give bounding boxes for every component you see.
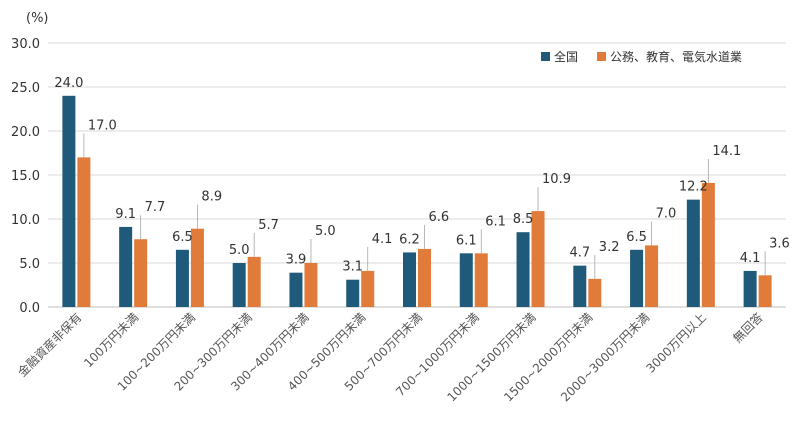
- y-tick-label: 20.0: [11, 125, 40, 140]
- x-category-label: 3000万円以上: [644, 310, 709, 375]
- y-tick-label: 30.0: [11, 37, 40, 52]
- bar-public-sector: [701, 182, 715, 307]
- data-label-national: 4.1: [740, 251, 761, 266]
- data-label-public-sector: 5.0: [315, 224, 336, 239]
- data-label-national: 3.9: [286, 253, 307, 268]
- data-label-public-sector: 3.2: [599, 240, 620, 255]
- y-tick-label: 25.0: [11, 81, 40, 96]
- data-label-national: 6.5: [172, 230, 193, 245]
- data-label-public-sector: 7.0: [656, 206, 677, 221]
- bar-public-sector: [304, 263, 318, 307]
- legend-label-public-sector: 公務、教育、電気水道業: [610, 49, 742, 64]
- legend: 全国 公務、教育、電気水道業: [541, 49, 742, 64]
- data-label-national: 6.2: [399, 232, 420, 247]
- data-label-national: 3.1: [342, 260, 363, 275]
- bar-national: [459, 253, 473, 307]
- data-label-national: 4.7: [569, 246, 590, 261]
- data-label-public-sector: 6.1: [485, 214, 506, 229]
- data-label-public-sector: 4.1: [372, 232, 393, 247]
- y-tick-label: 5.0: [19, 257, 40, 272]
- legend-label-national: 全国: [554, 49, 578, 64]
- bar-national: [403, 252, 416, 307]
- bar-national: [232, 263, 246, 307]
- bar-public-sector: [645, 245, 659, 307]
- x-category-label: 100万円未満: [81, 310, 141, 370]
- bar-national: [62, 95, 76, 307]
- data-label-national: 6.5: [626, 230, 647, 245]
- data-label-national: 6.1: [456, 233, 477, 248]
- data-labels: 24.0 17.0 9.1 7.7 6.5 8.9 5.0 5.7 3.9 5.0 3.1 4.1 6.…: [54, 76, 790, 279]
- data-label-public-sector: 8.9: [201, 190, 222, 205]
- y-axis: 0.0 5.0 10.0 15.0 20.0 25.0 30.0: [11, 37, 40, 316]
- bar-national: [175, 249, 189, 307]
- data-label-national: 5.0: [229, 243, 250, 258]
- y-tick-label: 15.0: [11, 169, 40, 184]
- data-label-public-sector: 14.1: [712, 144, 741, 159]
- data-label-national: 8.5: [513, 212, 534, 227]
- legend-swatch-public-sector: [597, 52, 606, 61]
- data-label-public-sector: 5.7: [258, 218, 279, 233]
- y-axis-unit: (%): [26, 11, 49, 26]
- bar-public-sector: [531, 211, 545, 307]
- data-label-public-sector: 10.9: [542, 172, 571, 187]
- bar-national: [686, 199, 700, 307]
- bar-public-sector: [474, 253, 488, 307]
- bar-national: [346, 279, 360, 307]
- bar-public-sector: [190, 228, 204, 307]
- data-label-public-sector: 17.0: [88, 118, 117, 133]
- bar-public-sector: [134, 239, 148, 307]
- data-label-national: 24.0: [54, 76, 83, 91]
- bar-public-sector: [247, 256, 261, 307]
- bar-public-sector: [77, 157, 91, 307]
- data-label-public-sector: 6.6: [429, 210, 450, 225]
- bars: [62, 95, 772, 307]
- legend-swatch-national: [541, 52, 550, 61]
- bar-public-sector: [361, 270, 375, 307]
- x-category-label: 無回答: [730, 310, 766, 346]
- data-label-public-sector: 3.6: [769, 236, 790, 251]
- bar-public-sector: [588, 278, 602, 307]
- data-label-national: 12.2: [679, 180, 708, 195]
- data-label-public-sector: 7.7: [145, 200, 166, 215]
- bar-national: [289, 272, 303, 307]
- data-label-national: 9.1: [115, 207, 136, 222]
- bar-national: [516, 232, 530, 307]
- y-tick-label: 0.0: [19, 301, 40, 316]
- bar-public-sector: [758, 275, 772, 307]
- bar-national: [630, 249, 644, 307]
- bar-public-sector: [418, 248, 431, 307]
- gridlines: [48, 42, 786, 308]
- x-category-label: 金融資産非保有: [14, 310, 84, 380]
- bar-national: [743, 270, 757, 307]
- bar-national: [573, 265, 587, 307]
- x-axis: 金融資産非保有100万円未満100~200万円未満200~300万円未満300~…: [14, 310, 765, 405]
- y-tick-label: 10.0: [11, 213, 40, 228]
- bar-national: [119, 226, 133, 307]
